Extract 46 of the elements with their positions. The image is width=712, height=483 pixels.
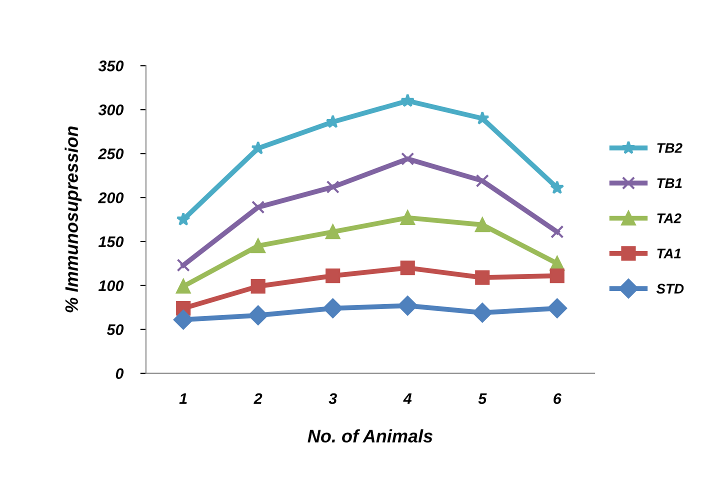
point bbox=[326, 268, 340, 284]
point bbox=[322, 298, 343, 318]
point bbox=[550, 225, 564, 238]
point bbox=[550, 180, 564, 194]
point bbox=[472, 302, 492, 323]
x-axis-title: No. of Animals bbox=[308, 429, 432, 443]
y-tick-label: 300 bbox=[98, 104, 124, 116]
legend-label: TB2 bbox=[657, 143, 682, 153]
point bbox=[476, 174, 489, 188]
point bbox=[400, 94, 415, 107]
x-tick-label: 1 bbox=[179, 393, 187, 404]
y-tick-label: 150 bbox=[98, 236, 124, 248]
x-tick-label: 3 bbox=[328, 393, 337, 404]
point bbox=[547, 298, 568, 318]
point bbox=[176, 258, 190, 272]
y-tick-label: 200 bbox=[98, 192, 124, 204]
point bbox=[401, 152, 414, 166]
x-tick-label: 2 bbox=[254, 393, 262, 404]
point bbox=[475, 270, 490, 285]
x-tick-label: 5 bbox=[478, 393, 487, 404]
point bbox=[252, 200, 265, 214]
y-tick-label: 50 bbox=[106, 324, 124, 336]
point bbox=[398, 296, 418, 316]
point bbox=[176, 279, 191, 294]
point bbox=[550, 268, 564, 284]
y-tick-label: 350 bbox=[98, 60, 124, 72]
x-tick-label: 4 bbox=[403, 393, 412, 404]
y-tick-label: 100 bbox=[98, 280, 124, 292]
legend-label: STD bbox=[656, 284, 684, 294]
legend-label: TA1 bbox=[657, 248, 681, 258]
point bbox=[173, 310, 194, 330]
point bbox=[475, 218, 490, 232]
y-tick-label: 0 bbox=[116, 368, 124, 380]
point bbox=[176, 212, 190, 226]
point bbox=[326, 180, 340, 194]
point bbox=[400, 210, 415, 226]
y-tick-label: 250 bbox=[98, 148, 124, 160]
legend-label: TA2 bbox=[657, 213, 682, 224]
y-axis-title: % Immunosupression bbox=[64, 126, 82, 312]
point bbox=[400, 260, 415, 276]
point bbox=[250, 279, 266, 294]
legend-label: TB1 bbox=[657, 178, 682, 188]
x-tick-label: 6 bbox=[554, 393, 562, 404]
point bbox=[248, 305, 268, 326]
point bbox=[250, 238, 266, 254]
point bbox=[326, 224, 340, 240]
